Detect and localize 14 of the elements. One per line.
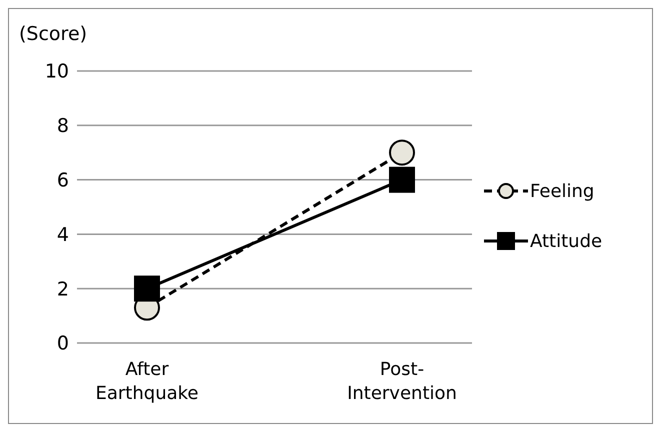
y-tick-label: 10 xyxy=(44,60,69,83)
legend-label: Attitude xyxy=(530,230,602,252)
y-tick-label: 6 xyxy=(56,170,69,192)
x-tick-label: After Earthquake xyxy=(96,359,198,404)
y-tick-label: 0 xyxy=(56,332,69,355)
y-axis-title: (Score) xyxy=(19,23,88,45)
point xyxy=(389,140,415,166)
y-tick-label: 4 xyxy=(56,224,69,246)
point xyxy=(134,276,160,302)
point xyxy=(389,166,415,193)
x-tick-label: Post- Intervention xyxy=(347,359,457,404)
y-tick-label: 2 xyxy=(56,278,69,300)
y-tick-label: 8 xyxy=(56,115,69,138)
legend-label: Feeling xyxy=(530,180,594,202)
